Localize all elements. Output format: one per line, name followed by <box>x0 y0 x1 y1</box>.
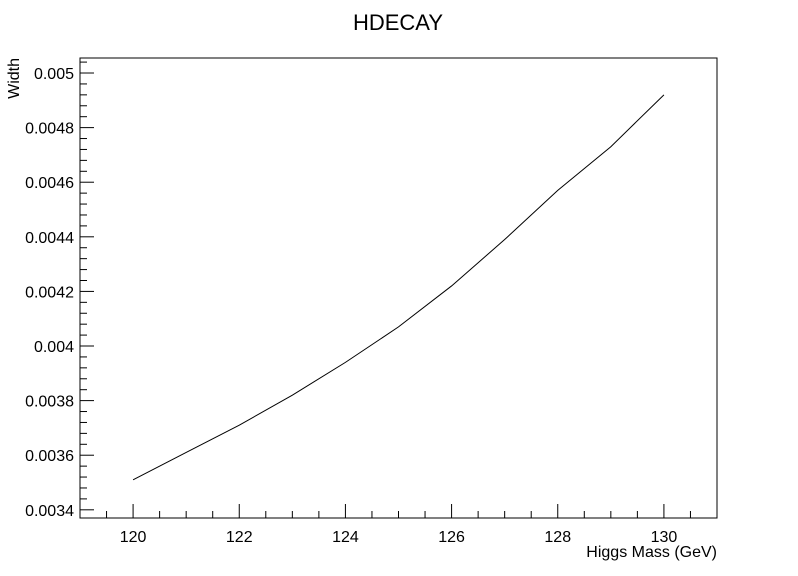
x-tick-label: 124 <box>332 529 359 546</box>
x-tick-label: 128 <box>544 529 571 546</box>
y-tick-label: 0.0044 <box>25 230 74 247</box>
y-tick-label: 0.0036 <box>25 448 74 465</box>
x-tick-label: 122 <box>226 529 253 546</box>
x-axis-label: Higgs Mass (GeV) <box>586 544 717 561</box>
y-tick-label: 0.0042 <box>25 284 74 301</box>
y-axis-label: Width <box>6 58 23 99</box>
y-tick-label: 0.004 <box>34 339 74 356</box>
series-line <box>132 94 665 481</box>
y-tick-label: 0.005 <box>34 66 74 83</box>
chart-title: HDECAY <box>353 10 443 35</box>
axis-ticks <box>79 61 718 518</box>
y-tick-label: 0.0034 <box>25 503 74 520</box>
y-tick-label: 0.0046 <box>25 175 74 192</box>
x-tick-label: 120 <box>120 529 147 546</box>
x-tick-label: 126 <box>438 529 465 546</box>
y-tick-label: 0.0048 <box>25 121 74 138</box>
axis-tick-labels: 120 122 124 126 128 130 0.0034 0.0036 0.0038 0.00… <box>25 66 677 546</box>
plot-frame <box>79 57 718 519</box>
y-tick-label: 0.0038 <box>25 394 74 411</box>
x-tick-label: 130 <box>651 529 678 546</box>
